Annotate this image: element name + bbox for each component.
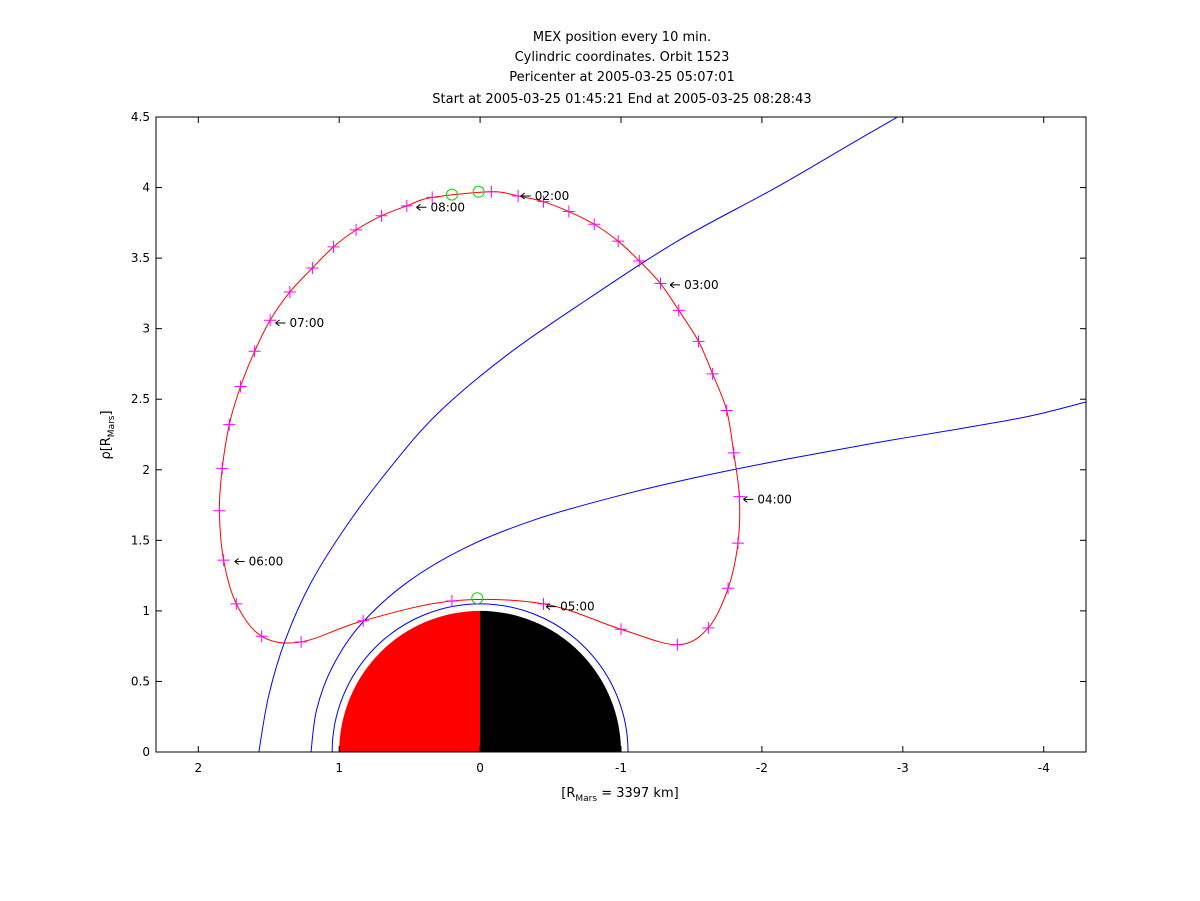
orbit-position-marker [672, 304, 685, 317]
time-label: 04:00 [757, 492, 792, 506]
y-tick-label: 4.5 [131, 110, 150, 124]
planet-boundary-ring [331, 603, 629, 752]
orbit-position-marker [400, 199, 413, 212]
axis-ticks: 2 1 0 -1 -2 -3 -4 0 0.5 1 1.5 2 2.5 3 3.5 4 4.5 [131, 110, 1086, 775]
x-tick-label: -3 [897, 761, 909, 775]
title-line-3: Pericenter at 2005-03-25 05:07:01 [509, 70, 735, 85]
orbit-position-marker [248, 345, 261, 358]
time-label: 02:00 [535, 189, 570, 203]
x-tick-label: -1 [615, 761, 627, 775]
orbit-position-marker [633, 254, 646, 267]
orbit-trajectory [218, 191, 741, 646]
orbit-position-marker [720, 404, 733, 417]
chart-title: MEX position every 10 min. Cylindric coo… [432, 30, 811, 107]
magnetic-pileup-boundary [310, 401, 1086, 752]
orbit-position-marker [213, 504, 226, 517]
orbit-position-marker [445, 595, 458, 608]
event-circle-marker [472, 185, 485, 198]
y-tick-label: 2 [142, 463, 150, 477]
orbit-position-marker [537, 597, 550, 610]
orbit-position-marker [702, 621, 715, 634]
y-tick-label: 0 [142, 745, 150, 759]
orbit-position-marker [671, 638, 684, 651]
time-label: 07:00 [290, 316, 325, 330]
y-tick-label: 0.5 [131, 674, 150, 688]
axes-box [155, 116, 1087, 753]
orbit-position-marker [295, 635, 308, 648]
plot-area: 02:00 03:00 04:00 05:00 06:00 07:00 08:00 [213, 117, 1086, 752]
time-label: 03:00 [684, 278, 719, 292]
bow-shock-boundary [258, 117, 899, 752]
orbit-position-marker [537, 195, 550, 208]
time-label: 05:00 [560, 600, 595, 614]
time-label-arrow [545, 603, 557, 611]
x-tick-label: 0 [476, 761, 484, 775]
orbit-position-marker [588, 218, 601, 231]
orbit-position-marker [234, 380, 247, 393]
orbit-position-marker [255, 630, 268, 643]
orbit-position-marker [217, 554, 230, 567]
event-circle-marker [445, 188, 458, 201]
mars-dayside [339, 610, 481, 752]
x-tick-label: -4 [1038, 761, 1050, 775]
orbit-position-marker [357, 614, 370, 627]
y-tick-label: 1 [142, 604, 150, 618]
y-tick-label: 3 [142, 322, 150, 336]
orbit-position-marker [654, 277, 667, 290]
orbit-position-marker [733, 490, 746, 503]
title-line-4: Start at 2005-03-25 01:45:21 End at 2005… [432, 92, 811, 107]
orbit-position-marker [727, 446, 740, 459]
y-tick-label: 4 [142, 181, 150, 195]
orbit-position-marker [615, 623, 627, 636]
orbit-position-marker [426, 191, 439, 204]
time-label-arrow [416, 203, 427, 211]
orbit-position-marker [612, 235, 625, 248]
x-axis-label: [RMars = 3397 km] [561, 786, 678, 804]
orbit-position-marker [306, 261, 319, 274]
y-tick-label: 3.5 [131, 251, 150, 265]
title-line-2: Cylindric coordinates. Orbit 1523 [515, 50, 730, 65]
orbit-position-marker [706, 367, 719, 380]
orbit-position-marker [350, 223, 363, 236]
x-tick-label: -2 [756, 761, 768, 775]
orbit-position-marker [230, 597, 243, 610]
orbit-position-marker [264, 314, 277, 327]
time-label: 06:00 [249, 555, 284, 569]
y-tick-label: 2.5 [131, 392, 150, 406]
event-circle-marker [471, 592, 484, 605]
time-label-arrow [669, 281, 681, 289]
axes-frame [155, 116, 1087, 753]
orbit-position-marker [722, 582, 735, 595]
time-label-arrow [234, 558, 245, 565]
orbit-position-marker [327, 240, 340, 253]
time-label-arrow [743, 496, 754, 503]
y-tick-label: 1.5 [131, 533, 150, 547]
x-tick-label: 1 [335, 761, 343, 775]
title-line-1: MEX position every 10 min. [533, 30, 711, 45]
time-label-arrow [520, 192, 531, 200]
y-axis-label: ρ[RMars] [99, 410, 117, 459]
orbit-position-marker [692, 335, 705, 348]
orbit-position-marker [375, 209, 388, 222]
orbit-position-marker [562, 205, 575, 218]
orbit-position-marker [216, 462, 229, 475]
orbit-position-marker [283, 285, 296, 298]
time-label: 08:00 [430, 200, 465, 214]
time-label-arrow [275, 319, 286, 327]
orbit-position-marker [731, 537, 744, 550]
orbit-position-marker [223, 418, 236, 431]
mars-nightside [480, 610, 621, 752]
x-tick-label: 2 [194, 761, 202, 775]
orbit-position-marker [485, 185, 498, 198]
